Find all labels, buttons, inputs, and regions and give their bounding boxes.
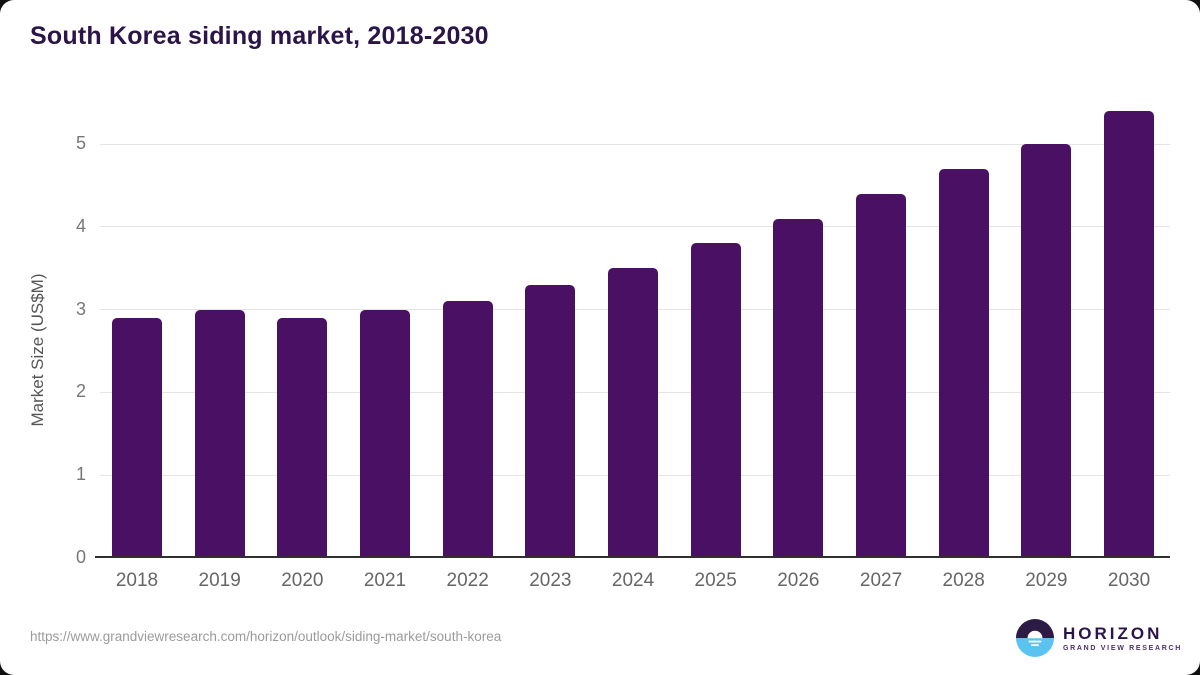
x-tick-label-2028: 2028 [942, 570, 985, 591]
bar-2023 [525, 284, 576, 558]
bar-2028 [938, 168, 989, 558]
source-url: https://www.grandviewresearch.com/horizo… [30, 629, 502, 644]
bar-2024 [608, 268, 659, 558]
bar-2021 [360, 309, 410, 558]
x-tick-label-2029: 2029 [1025, 570, 1068, 591]
y-tick-label-5: 5 [75, 133, 86, 153]
logo-text: HORIZON GRAND VIEW RESEARCH [1063, 625, 1182, 652]
bar-2027 [856, 193, 907, 558]
x-axis-line [95, 556, 1170, 558]
gridline-y5 [100, 143, 1170, 145]
x-tick-label-2018: 2018 [115, 570, 159, 591]
horizon-logo: HORIZON GRAND VIEW RESEARCH [1016, 619, 1182, 657]
gridline-y4 [100, 226, 1170, 228]
bar-2019 [194, 309, 245, 558]
horizon-sun-icon [1016, 619, 1054, 657]
bar-2026 [773, 218, 824, 558]
bar-2018 [112, 317, 162, 558]
bar-2025 [690, 243, 741, 558]
y-axis-title: Market Size (US$M) [28, 273, 47, 427]
x-tick-label-2026: 2026 [777, 570, 820, 591]
y-tick-label-0: 0 [75, 547, 86, 567]
bar-2029 [1021, 144, 1072, 558]
y-tick-label-4: 4 [75, 215, 86, 236]
logo-subtitle: GRAND VIEW RESEARCH [1063, 644, 1183, 652]
y-tick-label-3: 3 [75, 298, 86, 319]
y-tick-label-2: 2 [75, 381, 86, 402]
x-tick-label-2027: 2027 [859, 570, 903, 591]
x-tick-label-2019: 2019 [198, 570, 241, 591]
logo-name: HORIZON [1063, 623, 1163, 643]
x-tick-label-2024: 2024 [611, 570, 655, 591]
bar-2020 [277, 317, 328, 558]
x-tick-label-2025: 2025 [694, 570, 737, 591]
bar-2030 [1104, 110, 1155, 558]
y-tick-label-1: 1 [75, 464, 86, 485]
bar-2022 [442, 301, 493, 558]
x-tick-label-2023: 2023 [529, 570, 572, 591]
x-tick-label-2030: 2030 [1107, 570, 1151, 591]
x-tick-label-2021: 2021 [363, 570, 407, 591]
chart-title: South Korea siding market, 2018-2030 [30, 22, 489, 50]
x-tick-label-2020: 2020 [281, 570, 324, 591]
x-tick-label-2022: 2022 [446, 570, 489, 591]
